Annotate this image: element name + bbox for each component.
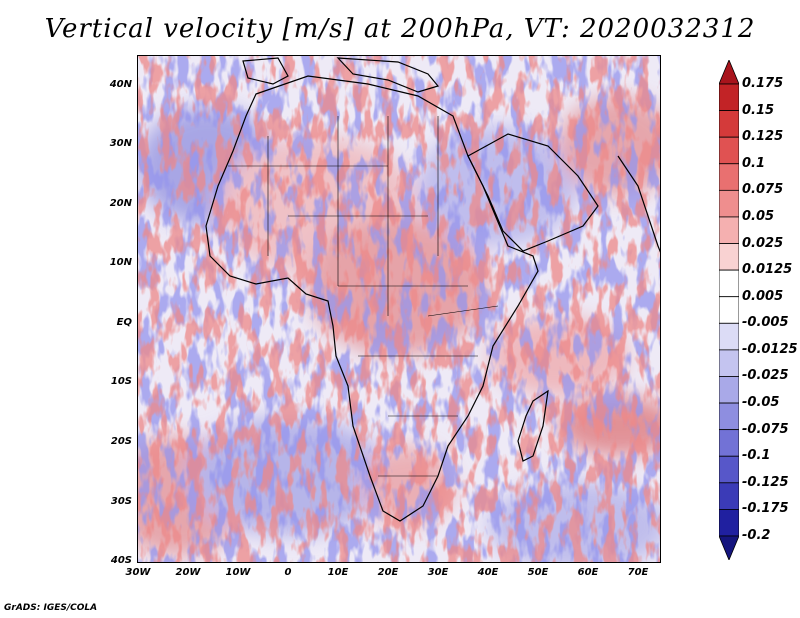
colorbar-label: 0.0125 — [742, 262, 793, 278]
lat-label-10s: 10S — [110, 376, 132, 387]
country-borders — [228, 116, 499, 477]
lon-label-30e: 30E — [427, 567, 449, 578]
lon-label-70e: 70E — [627, 567, 649, 578]
coastlines — [205, 57, 660, 522]
lat-label-40s: 40S — [110, 555, 132, 566]
lon-label-10e: 10E — [327, 567, 349, 578]
colorbar-label: -0.175 — [742, 501, 789, 517]
colorbar-swatch — [719, 163, 739, 191]
velocity-field-svg — [138, 56, 660, 562]
colorbar-label: 0.075 — [742, 182, 784, 198]
colorbar-label: -0.2 — [742, 528, 771, 543]
colorbar-label: -0.05 — [742, 395, 780, 411]
colorbar-label: -0.0125 — [742, 341, 798, 357]
colorbar-label: -0.075 — [742, 421, 789, 437]
credit-text: GrADS: IGES/COLA — [4, 603, 98, 613]
colorbar-label: -0.1 — [742, 448, 771, 464]
lon-label-30w: 30W — [125, 567, 151, 578]
colorbar-label: 0.025 — [742, 235, 784, 251]
lat-label-30s: 30S — [110, 496, 132, 507]
colorbar-swatch — [719, 83, 739, 111]
colorbar-swatch — [719, 269, 739, 298]
colorbar-swatch — [719, 243, 739, 271]
colorbar-label: 0.1 — [742, 155, 766, 171]
colorbar-swatch — [719, 482, 739, 510]
lon-label-10w: 10W — [225, 567, 251, 578]
lon-label-20e: 20E — [377, 567, 399, 578]
lat-label-30n: 30N — [109, 138, 132, 149]
colorbar-top-arrow — [719, 60, 739, 85]
colorbar-swatch — [719, 376, 739, 404]
lon-label-20w: 20W — [175, 567, 201, 578]
colorbar-swatch — [719, 349, 739, 377]
colorbar-label: 0.005 — [742, 288, 784, 304]
lat-label-10n: 10N — [109, 257, 132, 268]
colorbar-swatch — [719, 189, 739, 218]
lon-label-0: 0 — [284, 567, 292, 578]
colorbar-swatch — [719, 322, 739, 351]
colorbar-swatch — [719, 216, 739, 244]
colorbar-label: 0.05 — [742, 208, 775, 224]
lon-label-60e: 60E — [577, 567, 599, 578]
colorbar-swatch — [719, 429, 739, 457]
lon-label-40e: 40E — [477, 567, 499, 578]
colorbar-label: 0.175 — [742, 76, 784, 91]
colorbar-label: 0.15 — [742, 102, 775, 118]
lat-label-40n: 40N — [109, 79, 132, 90]
velocity-map — [137, 55, 661, 563]
colorbar-swatch — [719, 296, 739, 324]
lon-label-50e: 50E — [527, 567, 549, 578]
colorbar-swatch — [719, 509, 739, 537]
lat-label-20s: 20S — [110, 436, 132, 447]
colorbar-swatch — [719, 136, 739, 165]
field-ascent-noise — [138, 56, 660, 562]
colorbar-swatch — [719, 455, 739, 484]
lat-label-eq: EQ — [116, 317, 132, 328]
colorbar-label: -0.005 — [742, 315, 789, 331]
colorbar-bottom-arrow — [719, 535, 739, 560]
colorbar-label: -0.025 — [742, 368, 789, 384]
plot-title: Vertical velocity [m/s] at 200hPa, VT: 2… — [44, 14, 756, 44]
colorbar-swatch — [719, 402, 739, 431]
lat-label-20n: 20N — [109, 198, 132, 209]
colorbar-label: -0.125 — [742, 474, 789, 490]
colorbar-swatch — [719, 110, 739, 138]
colorbar-label: 0.125 — [742, 129, 784, 145]
colorbar — [719, 60, 739, 560]
